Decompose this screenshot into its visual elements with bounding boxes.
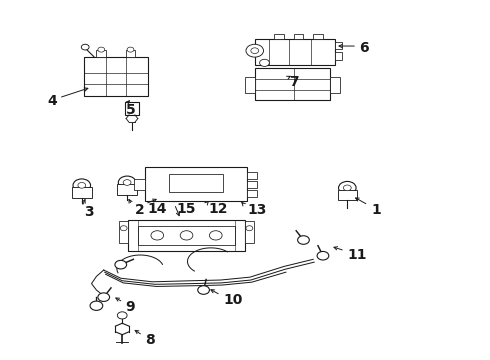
Bar	[330, 77, 340, 93]
Circle shape	[180, 231, 193, 240]
Circle shape	[90, 301, 103, 310]
Text: 1: 1	[372, 203, 381, 217]
Circle shape	[98, 47, 105, 52]
Circle shape	[120, 226, 127, 231]
Circle shape	[339, 181, 356, 194]
Bar	[97, 50, 106, 57]
Bar	[125, 50, 135, 57]
Bar	[134, 179, 145, 190]
Circle shape	[81, 44, 89, 50]
Circle shape	[198, 286, 209, 294]
Bar	[170, 174, 223, 192]
Bar	[138, 226, 235, 245]
Circle shape	[246, 226, 253, 231]
Text: 4: 4	[48, 94, 57, 108]
Bar	[247, 190, 257, 197]
Bar	[128, 220, 245, 251]
Text: 7: 7	[289, 75, 298, 89]
Text: 9: 9	[125, 300, 135, 314]
Circle shape	[115, 260, 126, 269]
Circle shape	[123, 180, 131, 185]
Circle shape	[297, 236, 309, 244]
Text: 15: 15	[177, 202, 196, 216]
Circle shape	[343, 185, 351, 191]
Bar	[335, 53, 343, 60]
Text: 10: 10	[223, 293, 243, 307]
Circle shape	[209, 231, 222, 240]
Circle shape	[251, 48, 259, 54]
Text: 11: 11	[347, 248, 367, 262]
Bar	[245, 77, 255, 93]
Text: 12: 12	[208, 202, 228, 216]
Bar	[84, 57, 147, 96]
Bar	[247, 181, 257, 188]
Circle shape	[151, 231, 164, 240]
Bar	[255, 39, 335, 65]
Circle shape	[73, 179, 91, 192]
Text: 8: 8	[145, 333, 155, 347]
Circle shape	[117, 312, 127, 319]
Bar	[338, 190, 357, 201]
Text: 2: 2	[135, 203, 145, 217]
Bar	[119, 221, 128, 243]
Bar	[274, 34, 284, 39]
Bar	[294, 34, 303, 39]
Bar	[245, 221, 254, 243]
Circle shape	[317, 251, 329, 260]
Text: 13: 13	[247, 203, 267, 217]
Text: 5: 5	[125, 103, 135, 117]
Bar	[255, 68, 330, 100]
Circle shape	[246, 44, 264, 57]
Circle shape	[98, 293, 110, 301]
Bar	[124, 102, 139, 115]
Bar	[313, 34, 323, 39]
Bar	[145, 167, 247, 201]
Text: 14: 14	[147, 202, 167, 216]
Bar	[247, 172, 257, 179]
Circle shape	[127, 47, 134, 52]
Text: 3: 3	[84, 205, 94, 219]
Bar	[117, 184, 137, 195]
Bar	[335, 42, 343, 49]
Circle shape	[118, 176, 136, 189]
Circle shape	[260, 59, 270, 66]
Bar	[72, 187, 92, 198]
Circle shape	[78, 183, 86, 188]
Text: 6: 6	[360, 41, 369, 55]
